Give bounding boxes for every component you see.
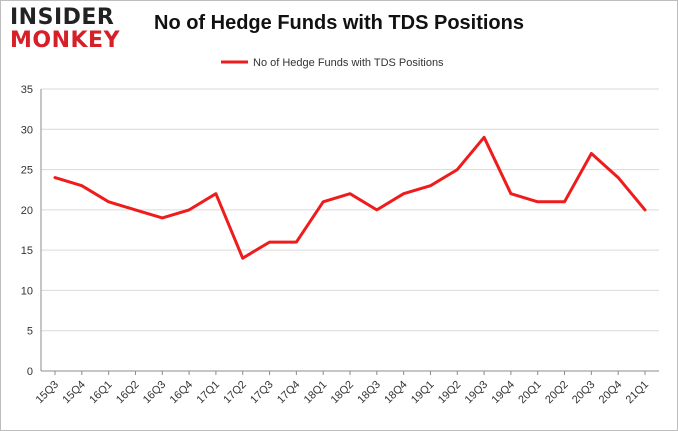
y-tick-label: 20 bbox=[21, 205, 33, 217]
x-tick-label: 19Q2 bbox=[436, 379, 464, 407]
data-point bbox=[536, 200, 539, 203]
chart-title: No of Hedge Funds with TDS Positions bbox=[154, 12, 524, 34]
x-tick-label: 18Q2 bbox=[329, 379, 357, 407]
data-point bbox=[456, 168, 459, 171]
data-point bbox=[402, 192, 405, 195]
data-point bbox=[107, 200, 110, 203]
data-point bbox=[187, 208, 191, 212]
data-point bbox=[134, 208, 137, 212]
x-tick-label: 18Q4 bbox=[382, 379, 410, 407]
x-tick-label: 15Q3 bbox=[34, 379, 62, 407]
x-tick-label: 21Q1 bbox=[624, 379, 652, 407]
x-tick-label: 20Q2 bbox=[543, 379, 571, 407]
y-tick-label: 30 bbox=[21, 124, 33, 136]
data-point bbox=[214, 192, 218, 195]
x-tick-label: 16Q3 bbox=[141, 379, 169, 407]
insider-monkey-logo: INSIDER MONKEY bbox=[10, 6, 128, 54]
x-tick-label: 19Q4 bbox=[490, 379, 518, 407]
data-point bbox=[295, 240, 298, 244]
y-tick-label: 25 bbox=[21, 165, 33, 177]
x-tick-label: 16Q4 bbox=[168, 379, 196, 407]
x-tick-label: 18Q1 bbox=[302, 379, 330, 407]
data-point bbox=[80, 184, 84, 187]
data-point bbox=[482, 136, 486, 139]
y-tick-label: 0 bbox=[27, 366, 33, 378]
legend: No of Hedge Funds with TDS Positions bbox=[221, 57, 444, 69]
data-point bbox=[348, 192, 352, 195]
data-point bbox=[53, 176, 57, 179]
data-point bbox=[429, 184, 432, 187]
data-point bbox=[321, 200, 325, 203]
data-point bbox=[643, 208, 647, 212]
y-tick-label: 35 bbox=[21, 84, 33, 96]
data-point bbox=[590, 152, 593, 155]
x-tick-label: 20Q3 bbox=[570, 379, 598, 407]
x-tick-label: 15Q4 bbox=[60, 379, 88, 407]
x-tick-label: 19Q3 bbox=[463, 379, 491, 407]
data-point bbox=[161, 216, 164, 220]
data-point bbox=[241, 257, 244, 260]
y-tick-label: 10 bbox=[21, 285, 33, 297]
logo-text-insider: INSIDER bbox=[10, 5, 115, 30]
x-tick-label: 16Q2 bbox=[114, 379, 142, 407]
logo-text-monkey: MONKEY bbox=[10, 28, 121, 53]
series-line bbox=[53, 135, 647, 260]
x-tick-label: 17Q3 bbox=[248, 379, 276, 407]
data-point bbox=[509, 192, 513, 195]
x-tick-label: 17Q1 bbox=[195, 379, 223, 407]
x-tick-label: 19Q1 bbox=[409, 379, 437, 407]
data-point bbox=[375, 208, 379, 212]
x-tick-label: 17Q4 bbox=[275, 379, 303, 407]
x-tick-label: 17Q2 bbox=[221, 379, 249, 407]
x-tick-label: 20Q1 bbox=[516, 379, 544, 407]
data-point bbox=[563, 200, 566, 203]
data-point bbox=[616, 176, 620, 179]
legend-label: No of Hedge Funds with TDS Positions bbox=[253, 57, 444, 69]
y-tick-label: 15 bbox=[21, 245, 33, 257]
x-tick-label: 16Q1 bbox=[87, 379, 115, 407]
x-tick-label: 20Q4 bbox=[597, 379, 625, 407]
data-point bbox=[268, 240, 271, 244]
x-tick-label: 18Q3 bbox=[355, 379, 383, 407]
y-tick-label: 5 bbox=[27, 326, 33, 338]
